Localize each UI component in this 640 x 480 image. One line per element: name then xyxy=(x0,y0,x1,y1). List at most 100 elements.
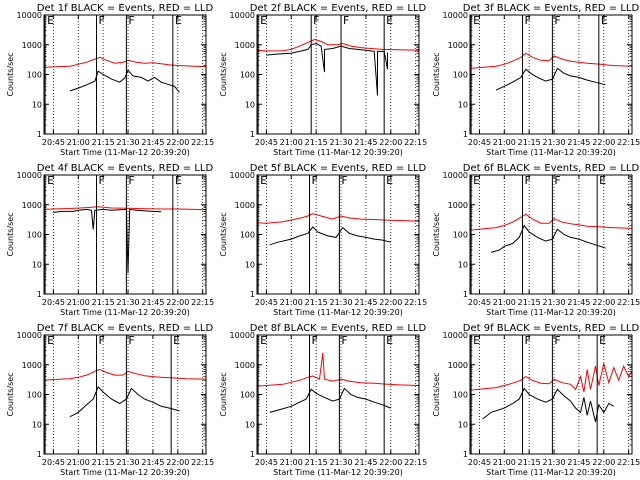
y-tick-label: 100 xyxy=(27,231,42,240)
y-tick-label: 100 xyxy=(240,71,255,80)
y-tick-label: 10 xyxy=(245,260,255,269)
marker-label: E xyxy=(473,14,480,27)
x-tick-label: 20:45 xyxy=(42,138,65,147)
x-tick-label: 22:00 xyxy=(166,458,189,467)
plot-frame xyxy=(469,14,633,135)
y-tick-label: 100 xyxy=(240,231,255,240)
x-tick-label: 22:00 xyxy=(166,298,189,307)
x-tick-label: 21:30 xyxy=(543,458,566,467)
x-tick-label: 21:30 xyxy=(330,138,353,147)
y-tick-label: 1000 xyxy=(448,361,468,370)
series-line-lld xyxy=(470,213,632,231)
marker-label: E xyxy=(260,334,267,347)
y-axis-label: Counts/sec xyxy=(432,52,441,96)
x-tick-label: 22:00 xyxy=(592,138,615,147)
y-tick-label: 1000 xyxy=(235,41,255,50)
x-tick-label: 21:15 xyxy=(518,458,541,467)
marker-label: E xyxy=(601,14,608,27)
marker-label: E xyxy=(599,174,606,187)
series-line-events xyxy=(69,69,180,93)
x-tick-label: 21:45 xyxy=(567,458,590,467)
series-line-events xyxy=(53,208,162,274)
x-tick-label: 21:15 xyxy=(305,458,328,467)
x-tick-label: 22:00 xyxy=(379,138,402,147)
y-tick-label: 10000 xyxy=(17,11,42,20)
series-line-lld xyxy=(44,206,206,211)
marker-label: F xyxy=(341,334,347,347)
series-line-events xyxy=(266,42,388,96)
chart-title: Det 1f BLACK = Events, RED = LLD xyxy=(37,3,214,14)
x-axis-label: Start Time (11-Mar-12 20:39:20) xyxy=(273,148,403,157)
x-axis-label: Start Time (11-Mar-12 20:39:20) xyxy=(60,468,190,477)
series-line-lld xyxy=(44,368,206,381)
marker-label: E xyxy=(175,174,182,187)
x-tick-label: 20:45 xyxy=(42,298,65,307)
marker-label: E xyxy=(173,334,180,347)
marker-label: F xyxy=(525,174,531,187)
x-tick-label: 21:15 xyxy=(92,298,115,307)
series-line-events xyxy=(269,387,391,413)
x-tick-label: 22:15 xyxy=(191,138,214,147)
y-tick-label: 10000 xyxy=(443,171,468,180)
x-tick-label: 21:00 xyxy=(493,298,516,307)
plot-frame xyxy=(256,14,420,135)
y-tick-label: 10 xyxy=(458,260,468,269)
x-tick-label: 21:15 xyxy=(92,138,115,147)
marker-label: F xyxy=(554,174,560,187)
x-tick-label: 21:30 xyxy=(543,298,566,307)
x-tick-label: 20:45 xyxy=(468,458,491,467)
series-line-lld xyxy=(470,52,632,69)
series-line-lld xyxy=(470,363,632,393)
x-tick-label: 21:15 xyxy=(305,138,328,147)
marker-label: E xyxy=(260,174,267,187)
plot-frame xyxy=(43,334,207,455)
x-tick-label: 21:00 xyxy=(67,298,90,307)
y-tick-label: 10000 xyxy=(230,171,255,180)
x-tick-label: 21:45 xyxy=(354,138,377,147)
y-tick-label: 1000 xyxy=(235,201,255,210)
plot-frame xyxy=(469,334,633,455)
marker-label: E xyxy=(386,14,393,27)
chart-title: Det 2f BLACK = Events, RED = LLD xyxy=(250,3,427,14)
chart-title: Det 7f BLACK = Events, RED = LLD xyxy=(37,323,214,334)
x-tick-label: 22:00 xyxy=(379,458,402,467)
marker-label: F xyxy=(128,334,134,347)
y-tick-label: 1000 xyxy=(22,201,42,210)
x-axis-label: Start Time (11-Mar-12 20:39:20) xyxy=(486,468,616,477)
y-tick-label: 1 xyxy=(37,450,42,459)
series-line-lld xyxy=(44,56,206,69)
x-tick-label: 22:00 xyxy=(592,298,615,307)
y-tick-label: 10000 xyxy=(17,331,42,340)
y-axis-label: Counts/sec xyxy=(6,212,15,256)
marker-label: E xyxy=(47,14,54,27)
y-axis-label: Counts/sec xyxy=(6,372,15,416)
y-axis-label: Counts/sec xyxy=(432,212,441,256)
x-tick-label: 21:00 xyxy=(280,138,303,147)
x-tick-label: 21:00 xyxy=(67,458,90,467)
marker-label: E xyxy=(473,174,480,187)
marker-label: E xyxy=(260,14,267,27)
marker-label: F xyxy=(554,334,560,347)
plot-frame xyxy=(43,14,207,135)
chart-title: Det 9f BLACK = Events, RED = LLD xyxy=(463,323,640,334)
x-tick-label: 22:15 xyxy=(404,138,427,147)
marker-label: F xyxy=(99,174,105,187)
x-tick-label: 21:30 xyxy=(543,138,566,147)
x-tick-label: 20:45 xyxy=(255,298,278,307)
y-tick-label: 100 xyxy=(27,391,42,400)
y-axis-label: Counts/sec xyxy=(219,212,228,256)
series-line-lld xyxy=(257,213,419,224)
plot-frame xyxy=(256,334,420,455)
x-tick-label: 21:30 xyxy=(330,298,353,307)
marker-label: E xyxy=(47,334,54,347)
x-tick-label: 22:00 xyxy=(166,138,189,147)
y-tick-label: 10000 xyxy=(443,331,468,340)
x-tick-label: 22:15 xyxy=(191,458,214,467)
x-tick-label: 21:30 xyxy=(117,298,140,307)
x-tick-label: 21:15 xyxy=(518,138,541,147)
